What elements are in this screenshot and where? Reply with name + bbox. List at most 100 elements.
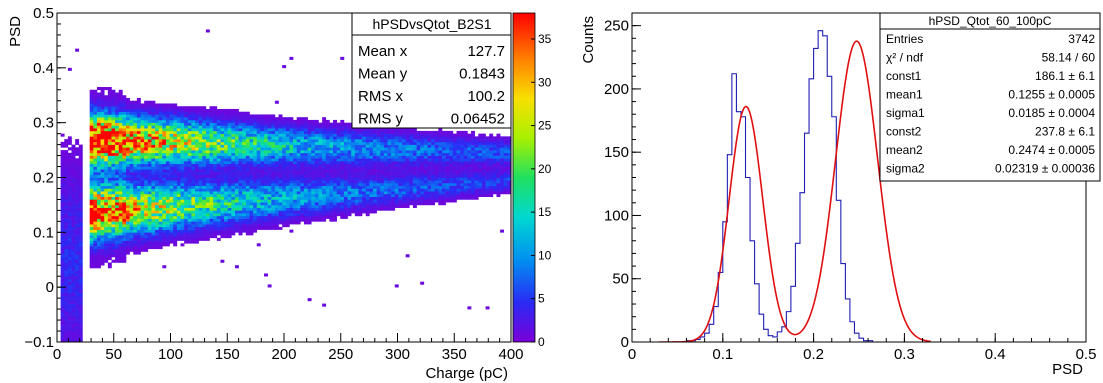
heatmap-cell	[89, 150, 94, 154]
heatmap-cell	[289, 196, 294, 200]
heatmap-cell	[376, 166, 381, 170]
heatmap-cell	[158, 182, 163, 187]
heatmap-cell	[64, 235, 69, 239]
heatmap-cell	[60, 155, 65, 159]
heatmap-cell	[253, 130, 258, 134]
heatmap-cell	[264, 218, 268, 222]
heatmap-cell	[303, 141, 308, 145]
heatmap-cell	[314, 141, 319, 145]
heatmap-cell	[169, 210, 174, 214]
heatmap-cell	[391, 191, 396, 195]
heatmap-cell	[100, 213, 105, 217]
heatmap-cell	[75, 237, 80, 241]
heatmap-cell	[205, 210, 210, 214]
heatmap-cell	[151, 119, 156, 123]
heatmap-cell	[474, 180, 479, 184]
heatmap-cell	[205, 169, 210, 173]
heatmap-cell	[387, 202, 392, 206]
heatmap-cell	[260, 204, 265, 208]
heatmap-cell	[322, 193, 327, 197]
heatmap-cell	[256, 130, 261, 134]
heatmap-cell	[423, 188, 428, 192]
heatmap-cell	[60, 292, 65, 296]
heatmap-cell	[264, 196, 268, 200]
heatmap-cell	[478, 161, 483, 165]
heatmap-cell	[158, 224, 163, 228]
heatmap-cell	[213, 210, 218, 214]
heatmap-cell	[398, 150, 403, 154]
heatmap-cell	[362, 128, 367, 132]
heatmap-cell	[234, 207, 239, 211]
heatmap-cell	[133, 232, 138, 236]
heatmap-cell	[169, 221, 174, 225]
heatmap-cell	[111, 163, 116, 167]
heatmap-cell	[195, 125, 199, 129]
heatmap-cell	[307, 125, 312, 129]
heatmap-cell	[100, 122, 105, 126]
heatmap-cell	[278, 204, 283, 208]
heatmap-cell	[89, 103, 94, 107]
heatmap-cell	[303, 169, 308, 173]
heatmap-cell	[329, 196, 334, 200]
heatmap-cell	[474, 191, 479, 195]
heatmap-cell	[202, 119, 207, 123]
heatmap-cell	[256, 196, 261, 200]
heatmap-cell	[354, 141, 359, 145]
heatmap-cell	[176, 161, 181, 165]
heatmap-cell	[445, 141, 450, 145]
heatmap-cell	[416, 150, 421, 154]
heatmap-cell	[289, 56, 294, 60]
heatmap-cell	[369, 163, 374, 167]
heatmap-cell	[467, 152, 472, 156]
heatmap-cell	[89, 207, 94, 211]
heatmap-cell	[209, 125, 214, 129]
heatmap-cell	[162, 108, 167, 112]
heatmap-cell	[60, 235, 65, 239]
heatmap-cell	[78, 303, 83, 307]
heatmap-cell	[202, 161, 207, 165]
heatmap-cell	[463, 174, 468, 178]
heatmap-cell	[151, 172, 156, 176]
heatmap-cell	[441, 147, 446, 151]
heatmap-cell	[89, 174, 94, 178]
heatmap-cell	[111, 191, 116, 195]
heatmap-cell	[220, 185, 225, 189]
heatmap-cell	[93, 155, 98, 159]
heatmap-cell	[362, 147, 367, 151]
heatmap-cell	[140, 108, 145, 112]
heatmap-cell	[253, 191, 258, 195]
heatmap-cell	[303, 136, 308, 140]
heatmap-cell	[278, 172, 283, 176]
heatmap-cell	[245, 163, 250, 167]
heatmap-cell	[391, 182, 396, 187]
heatmap-cell	[293, 202, 298, 206]
heatmap-cell	[100, 246, 105, 250]
heatmap-cell	[333, 199, 337, 203]
heatmap-cell	[445, 133, 450, 137]
heatmap-cell	[93, 122, 98, 126]
heatmap-cell	[147, 161, 152, 165]
heatmap-cell	[412, 128, 417, 132]
heatmap-cell	[224, 133, 228, 137]
heatmap-cell	[75, 204, 80, 208]
heatmap-cell	[391, 193, 396, 197]
heatmap-cell	[441, 133, 446, 137]
heatmap-cell	[267, 199, 272, 203]
heatmap-cell	[227, 191, 232, 195]
heatmap-cell	[441, 172, 446, 176]
heatmap-cell	[256, 180, 261, 184]
heatmap-cell	[452, 193, 457, 197]
heatmap-cell	[485, 172, 490, 176]
heatmap-cell	[340, 215, 345, 219]
heatmap-cell	[445, 150, 450, 154]
heatmap-cell	[278, 150, 283, 154]
heatmap-cell	[289, 130, 294, 134]
heatmap-cell	[307, 193, 312, 197]
heatmap-cell	[129, 130, 134, 134]
heatmap-cell	[205, 111, 210, 115]
heatmap-cell	[67, 67, 72, 71]
heatmap-cell	[155, 150, 159, 154]
heatmap-cell	[467, 196, 472, 200]
heatmap-cell	[144, 174, 149, 178]
heatmap-cell	[60, 226, 65, 230]
